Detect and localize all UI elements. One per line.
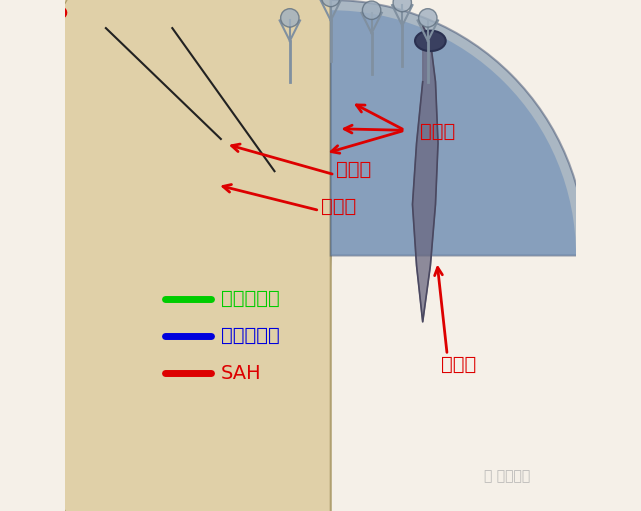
Ellipse shape [415,31,445,51]
Circle shape [322,0,340,7]
Wedge shape [0,0,331,511]
Ellipse shape [19,490,30,499]
Text: 硬膜外血肿: 硬膜外血肿 [221,289,279,309]
Ellipse shape [0,52,18,75]
Text: 大脑镰: 大脑镰 [440,355,476,374]
Circle shape [393,0,412,12]
Wedge shape [331,0,587,256]
Polygon shape [412,26,438,322]
Circle shape [9,29,19,39]
Circle shape [281,9,299,27]
Wedge shape [331,10,576,256]
Circle shape [29,499,40,509]
Wedge shape [0,0,331,511]
Ellipse shape [46,501,67,511]
Wedge shape [0,0,331,511]
Text: 硬脑膜: 硬脑膜 [336,160,371,179]
Wedge shape [0,0,331,511]
Wedge shape [0,0,331,511]
Ellipse shape [0,434,19,461]
Wedge shape [0,0,331,511]
Ellipse shape [44,0,69,11]
Circle shape [419,9,437,27]
Wedge shape [0,0,331,511]
Wedge shape [0,0,331,511]
Text: 软脑膜: 软脑膜 [420,122,455,141]
Text: 📷 影海泛舟: 📷 影海泛舟 [484,469,530,483]
Text: SAH: SAH [221,363,262,383]
Text: 蛛网膜: 蛛网膜 [320,197,356,216]
Circle shape [362,1,381,19]
Text: 硬膜下血肿: 硬膜下血肿 [221,326,279,345]
Wedge shape [0,0,331,511]
